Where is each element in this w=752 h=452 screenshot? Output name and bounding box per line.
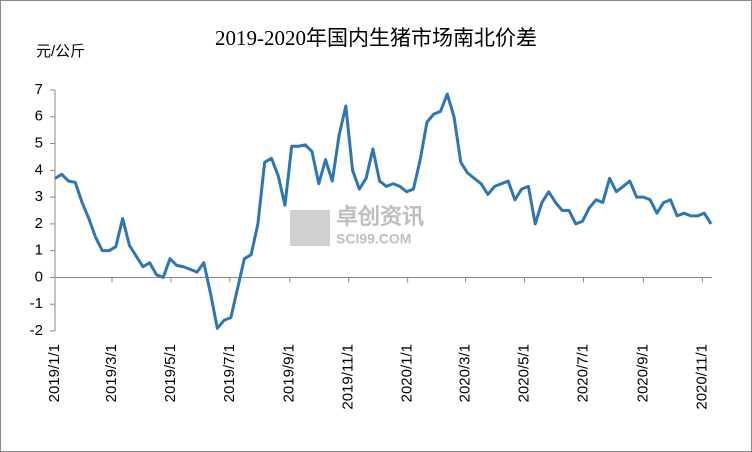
chart-title: 2019-2020年国内生猪市场南北价差 — [215, 26, 537, 50]
y-tick-label: 3 — [35, 188, 43, 205]
x-tick-label: 2020/9/1 — [634, 344, 651, 402]
y-tick-label: 0 — [35, 268, 43, 285]
y-tick-label: 6 — [35, 108, 43, 125]
y-tick-label: -1 — [30, 295, 43, 312]
x-tick-label: 2019/5/1 — [162, 344, 179, 402]
watermark-logo — [290, 210, 330, 246]
x-tick-label: 2019/11/1 — [340, 344, 357, 410]
y-tick-label: 7 — [35, 81, 43, 98]
x-tick-label: 2020/11/1 — [693, 344, 710, 410]
x-tick-label: 2020/7/1 — [574, 344, 591, 402]
watermark-text: SCI99.COM — [336, 231, 411, 247]
x-tick-label: 2019/9/1 — [281, 344, 298, 402]
y-tick-label: -2 — [30, 322, 43, 339]
x-tick-label: 2020/5/1 — [516, 344, 533, 402]
y-tick-label: 1 — [35, 242, 43, 259]
x-tick-label: 2020/3/1 — [457, 344, 474, 402]
watermark-text: 卓创资讯 — [336, 204, 424, 229]
y-axis-label: 元/公斤 — [36, 43, 85, 60]
y-tick-label: 4 — [35, 161, 43, 178]
x-tick-label: 2019/1/1 — [46, 344, 63, 402]
x-tick-label: 2019/3/1 — [103, 344, 120, 402]
data-line — [54, 92, 713, 330]
x-tick-label: 2019/7/1 — [221, 344, 238, 402]
y-tick-label: 2 — [35, 215, 43, 232]
y-tick-label: 5 — [35, 135, 43, 152]
x-tick-label: 2020/1/1 — [399, 344, 416, 402]
